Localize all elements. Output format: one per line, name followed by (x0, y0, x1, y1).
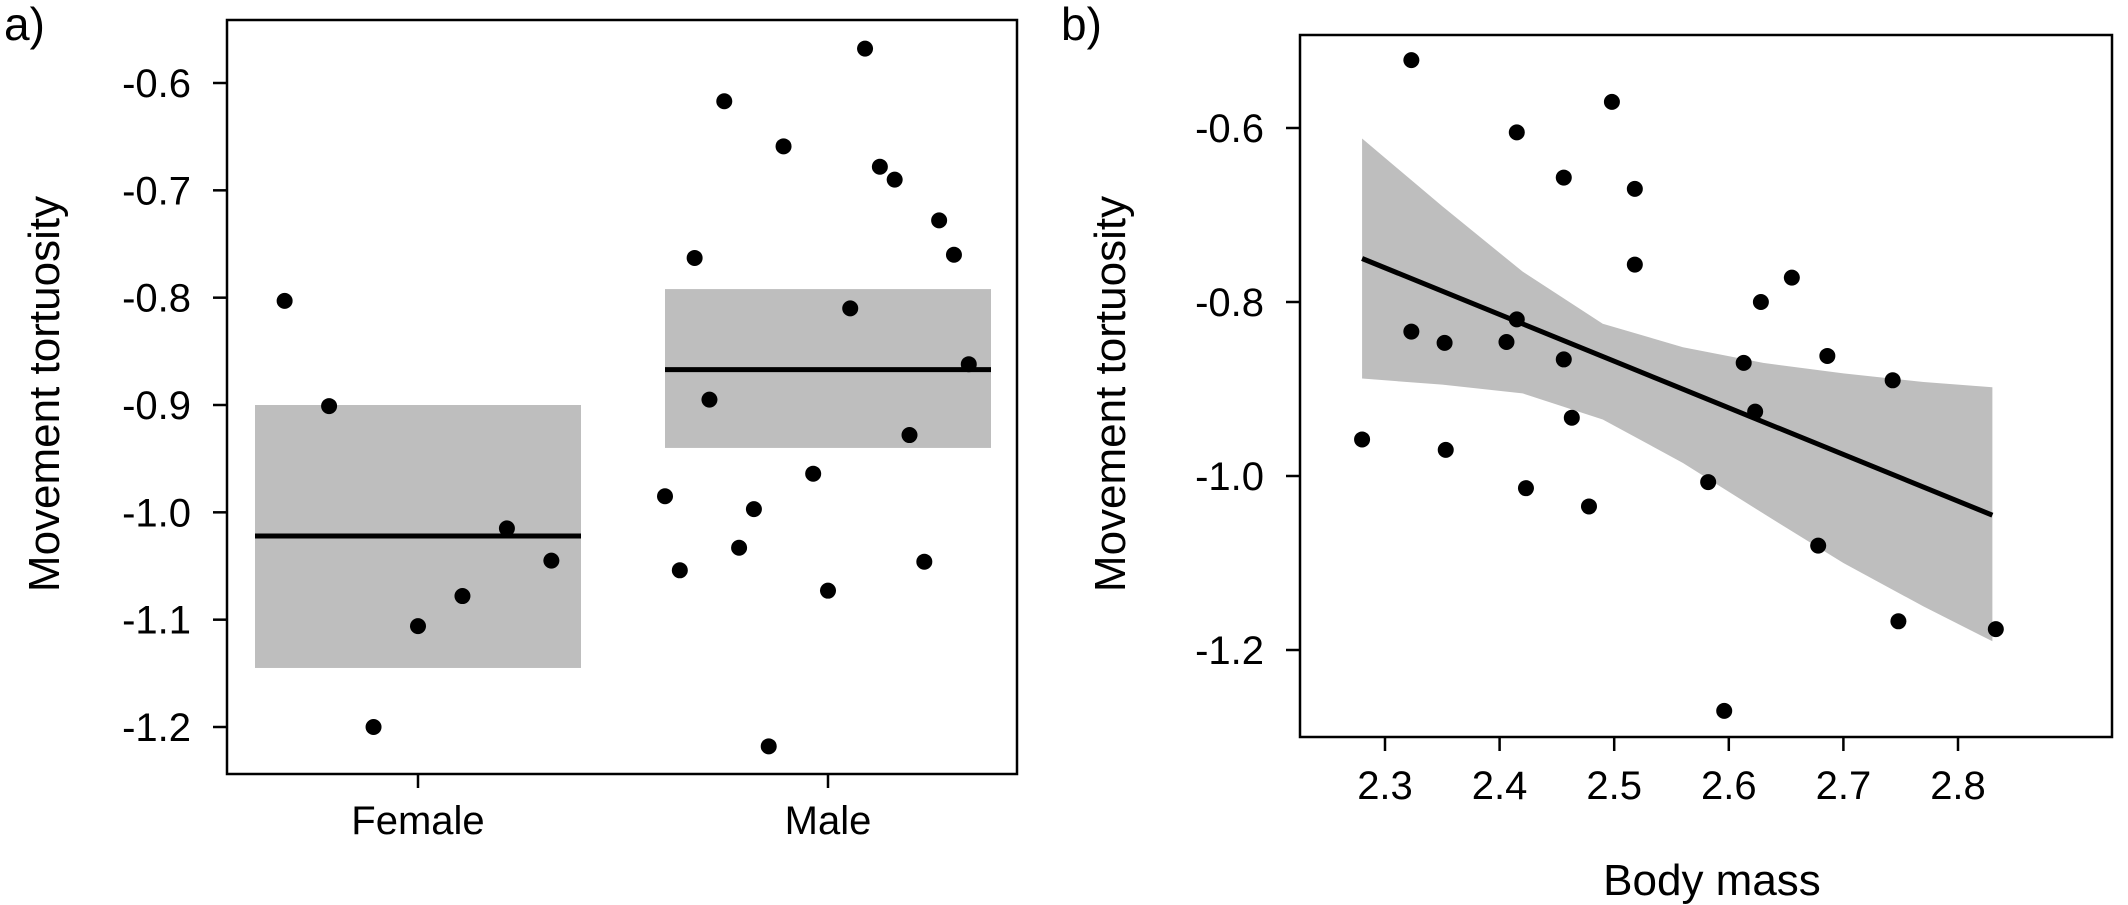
data-point (1555, 169, 1572, 186)
panel-a-mean-lines (255, 367, 991, 539)
data-point (1700, 474, 1717, 491)
panel-b-y-axis: -0.6 -0.8 -1.0 -1.2 (1195, 107, 1300, 673)
regression-line (1361, 256, 1994, 518)
data-point (1783, 269, 1800, 286)
data-point (775, 138, 792, 155)
data-point (1752, 294, 1769, 310)
y-tick-label: -0.8 (1195, 281, 1264, 325)
panel-b-x-axis-label: Body mass (1603, 856, 1821, 905)
y-tick-label: -0.9 (122, 384, 191, 428)
data-point (1555, 351, 1572, 368)
data-point (1884, 372, 1901, 389)
data-point (1403, 323, 1420, 340)
data-point (760, 738, 777, 755)
x-tick-label: Male (785, 799, 872, 843)
panel-b-points (1354, 52, 2004, 719)
data-point (454, 588, 471, 605)
data-point (671, 562, 688, 579)
data-point (1436, 334, 1453, 351)
data-point (1890, 613, 1907, 630)
panel-a-x-axis: Female Male (351, 774, 871, 843)
data-point (1508, 124, 1525, 141)
data-point (1508, 311, 1525, 328)
panel-a-ci-bands (255, 289, 991, 668)
y-tick-label: -1.2 (1195, 629, 1264, 673)
panel-a-y-axis: -0.6 -0.7 -0.8 -0.9 -1.0 -1.1 -1.2 (122, 62, 227, 750)
data-point (931, 212, 948, 229)
data-point (842, 300, 859, 317)
data-point (1626, 180, 1643, 197)
data-point (901, 427, 918, 444)
data-point (1517, 480, 1534, 497)
y-tick-label: -0.8 (122, 277, 191, 321)
y-tick-label: -1.2 (122, 706, 191, 750)
data-point (1563, 409, 1580, 426)
data-point (543, 552, 560, 569)
panel-a-label: a) (4, 0, 45, 50)
y-tick-label: -0.7 (122, 169, 191, 213)
data-point (916, 553, 933, 570)
data-point (1403, 52, 1420, 69)
data-point (1626, 256, 1643, 273)
data-point (1437, 441, 1454, 458)
y-tick-label: -0.6 (1195, 107, 1264, 151)
data-point (701, 391, 718, 408)
data-point (716, 93, 733, 110)
x-tick-label: 2.6 (1701, 764, 1757, 808)
data-point (498, 520, 515, 537)
data-point (1819, 347, 1836, 364)
panel-a-y-axis-label: Movement tortuosity (20, 196, 69, 592)
data-point (410, 618, 426, 635)
data-point (731, 539, 748, 556)
data-point (1810, 537, 1827, 554)
y-tick-label: -1.1 (122, 599, 191, 643)
data-point (960, 356, 977, 373)
data-point (1580, 498, 1597, 515)
confidence-band (1362, 138, 1993, 642)
data-point (1735, 354, 1752, 371)
y-tick-label: -1.0 (122, 491, 191, 535)
data-point (1354, 431, 1371, 448)
panel-a-plot-frame (225, 18, 1019, 776)
data-point (1603, 93, 1620, 110)
panel-b-x-axis: 2.3 2.4 2.5 2.6 2.7 2.8 (1357, 737, 1986, 808)
data-point (1716, 702, 1733, 719)
data-point (1747, 403, 1764, 420)
data-point (1987, 621, 2004, 638)
x-tick-label: 2.7 (1816, 764, 1872, 808)
panel-a-points (276, 40, 977, 755)
data-point (365, 719, 382, 735)
data-point (276, 292, 293, 309)
x-tick-label: 2.5 (1586, 764, 1642, 808)
data-point (886, 171, 903, 188)
x-tick-label: 2.4 (1472, 764, 1528, 808)
data-point (321, 398, 338, 415)
x-tick-label: 2.3 (1357, 764, 1413, 808)
data-point (945, 246, 962, 263)
panel-b-y-axis-label: Movement tortuosity (1086, 196, 1135, 592)
data-point (857, 40, 874, 57)
data-point (820, 582, 836, 599)
panel-b-regression-line (1361, 256, 1994, 518)
y-tick-label: -0.6 (122, 62, 191, 106)
x-tick-label: Female (351, 799, 484, 843)
panel-a: a) Movement tortuosity -0.6-0.7-0.8-0.9-… (4, 0, 1019, 843)
panel-b-plot-frame (1298, 33, 2114, 739)
data-point (805, 465, 822, 482)
panel-b: b) Movement tortuosity Body mass -0.6-0.… (1061, 0, 2114, 905)
data-point (686, 249, 703, 266)
data-point (745, 501, 762, 518)
panel-b-label: b) (1061, 0, 1102, 50)
data-point (871, 158, 888, 175)
y-tick-label: -1.0 (1195, 455, 1264, 499)
data-point (657, 488, 673, 505)
x-tick-label: 2.8 (1930, 764, 1986, 808)
data-point (1498, 334, 1515, 351)
panel-b-confidence-band (1362, 138, 1993, 642)
